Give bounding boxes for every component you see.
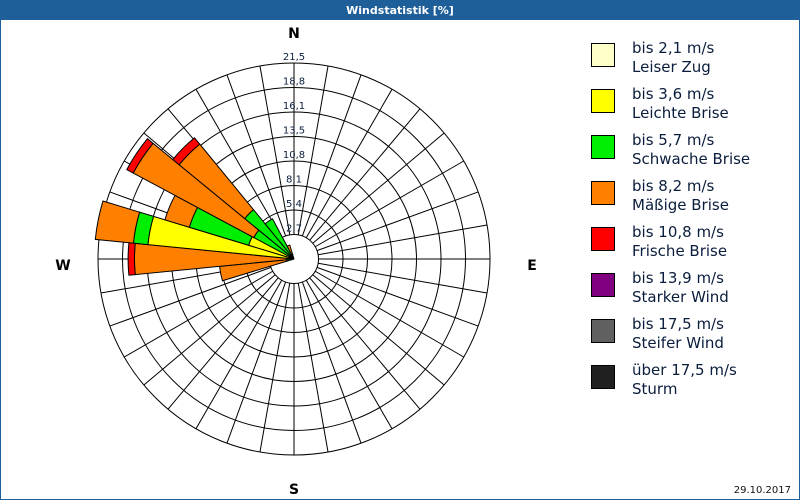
date-label: 29.10.2017: [733, 485, 791, 496]
legend-swatch: [591, 365, 615, 389]
grid-spoke: [226, 281, 287, 444]
grid-spoke: [318, 262, 488, 294]
grid-spoke: [316, 191, 479, 252]
legend-text: bis 17,5 m/s Steifer Wind: [632, 315, 724, 353]
legend-text: bis 3,6 m/s Leichte Brise: [632, 85, 729, 123]
legend-class-name: Schwache Brise: [632, 150, 751, 168]
legend-class-name: Steifer Wind: [632, 334, 724, 352]
grid-spoke: [312, 132, 445, 244]
grid-spoke: [297, 65, 329, 235]
ring-label: 18,8: [283, 77, 305, 88]
grid-spoke: [309, 277, 421, 410]
grid-ring: [122, 87, 466, 431]
legend-swatch: [591, 273, 615, 297]
grid-spoke: [143, 274, 276, 386]
grid-spoke: [309, 108, 421, 241]
legend-text: bis 5,7 m/s Schwache Brise: [632, 131, 750, 169]
window-title: Windstatistik [%]: [1, 1, 799, 20]
legend-range: über 17,5 m/s: [632, 361, 737, 379]
grid-spoke: [124, 270, 274, 358]
legend-class-name: Mäßige Brise: [632, 196, 729, 214]
grid-ring: [97, 62, 491, 456]
compass-N: N: [288, 26, 300, 42]
legend-range: bis 8,2 m/s: [632, 177, 715, 195]
ring-label: 16,1: [283, 101, 305, 112]
grid-spoke: [318, 224, 488, 256]
wedge-segment-315-4: [172, 137, 201, 166]
legend-swatch: [591, 43, 615, 67]
grid-spoke: [226, 74, 287, 237]
ring-label: 13,5: [283, 126, 305, 137]
grid-spoke: [301, 74, 362, 237]
compass-S: S: [289, 482, 299, 498]
grid-spoke: [305, 279, 393, 429]
grid-spoke: [195, 279, 283, 429]
compass-W: W: [55, 258, 70, 274]
legend-swatch: [591, 181, 615, 205]
ring-label: 2,7: [286, 224, 302, 235]
legend-text: bis 8,2 m/s Mäßige Brise: [632, 177, 729, 215]
legend-text: bis 10,8 m/s Frische Brise: [632, 223, 727, 261]
ring-label: 8,1: [286, 175, 302, 186]
grid-spoke: [195, 89, 283, 239]
legend-class-name: Leiser Zug: [632, 58, 711, 76]
legend-range: bis 5,7 m/s: [632, 131, 715, 149]
wedge-segment-303.75-4: [126, 138, 154, 174]
grid-spoke: [316, 266, 479, 327]
legend-class-name: Frische Brise: [632, 242, 728, 260]
grid-spoke: [301, 281, 362, 444]
legend-range: bis 3,6 m/s: [632, 85, 715, 103]
legend-range: bis 13,9 m/s: [632, 269, 724, 287]
legend-class-name: Leichte Brise: [632, 104, 729, 122]
legend-range: bis 17,5 m/s: [632, 315, 724, 333]
legend-swatch: [591, 319, 615, 343]
legend-swatch: [591, 89, 615, 113]
legend-class-name: Starker Wind: [632, 288, 729, 306]
ring-label: 21,5: [283, 52, 305, 63]
grid-spoke: [314, 160, 464, 248]
wind-rose-chart: 2,7 5,4 8,1 10,8 13,5 16,1 18,8 21,5 N S W E: [55, 26, 537, 498]
wedge-segment-270-4: [127, 242, 136, 276]
legend-swatch: [591, 135, 615, 159]
legend-class-name: Sturm: [632, 380, 678, 398]
grid-spoke: [167, 277, 279, 410]
legend-text: bis 13,9 m/s Starker Wind: [632, 269, 729, 307]
legend-text: bis 2,1 m/s Leiser Zug: [632, 39, 714, 77]
legend-swatch: [591, 227, 615, 251]
legend-text: über 17,5 m/s Sturm: [632, 361, 737, 399]
grid-spoke: [314, 270, 464, 358]
ring-label: 10,8: [283, 150, 305, 161]
legend-range: bis 10,8 m/s: [632, 223, 724, 241]
legend-range: bis 2,1 m/s: [632, 39, 715, 57]
grid-spoke: [312, 274, 445, 386]
grid-spoke: [259, 283, 291, 453]
grid-spoke: [259, 65, 291, 235]
wedge-segment-281.25-3: [94, 200, 141, 244]
grid-spoke: [297, 283, 329, 453]
grid-spoke: [109, 266, 272, 327]
ring-label: 5,4: [286, 199, 302, 210]
wedge-segment-337.5-3: [286, 244, 294, 256]
grid-spoke: [305, 89, 393, 239]
compass-E: E: [527, 258, 537, 274]
